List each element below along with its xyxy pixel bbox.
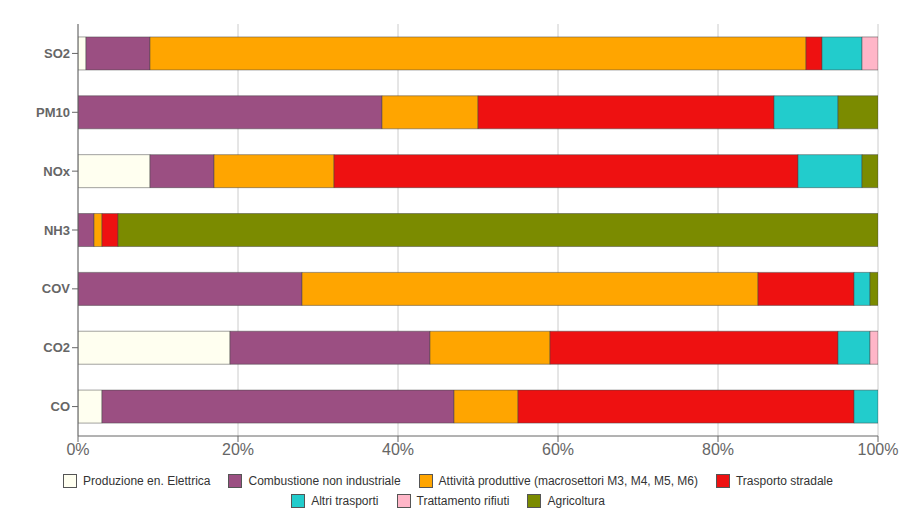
svg-text:NH3: NH3: [44, 223, 70, 238]
svg-text:40%: 40%: [382, 441, 414, 458]
html-text:Combustione non industriale: Combustione non industriale: [248, 474, 401, 488]
svg-text:CO: CO: [51, 399, 71, 414]
svg-text:SO2: SO2: [44, 46, 70, 61]
html-text:Produzione en. Elettrica: Produzione en. Elettrica: [83, 474, 211, 488]
svg-text:60%: 60%: [542, 441, 574, 458]
svg-text:0%: 0%: [66, 441, 89, 458]
svg-text:CO2: CO2: [43, 340, 70, 355]
svg-text:PM10: PM10: [36, 105, 70, 120]
html-text:Trattamento rifiuti: Trattamento rifiuti: [416, 494, 510, 508]
svg-text:100%: 100%: [858, 441, 899, 458]
svg-text:COV: COV: [42, 281, 71, 296]
html-text:Altri trasporti: Altri trasporti: [311, 494, 379, 508]
html-text:Agricoltura: Agricoltura: [547, 494, 605, 508]
html-text:Trasporto stradale: Trasporto stradale: [736, 474, 833, 488]
svg-text:20%: 20%: [222, 441, 254, 458]
html-text:Attività produttive (macrosett: Attività produttive (macrosettori M3, M4…: [438, 474, 698, 488]
svg-text:80%: 80%: [702, 441, 734, 458]
svg-text:NOx: NOx: [43, 164, 71, 179]
